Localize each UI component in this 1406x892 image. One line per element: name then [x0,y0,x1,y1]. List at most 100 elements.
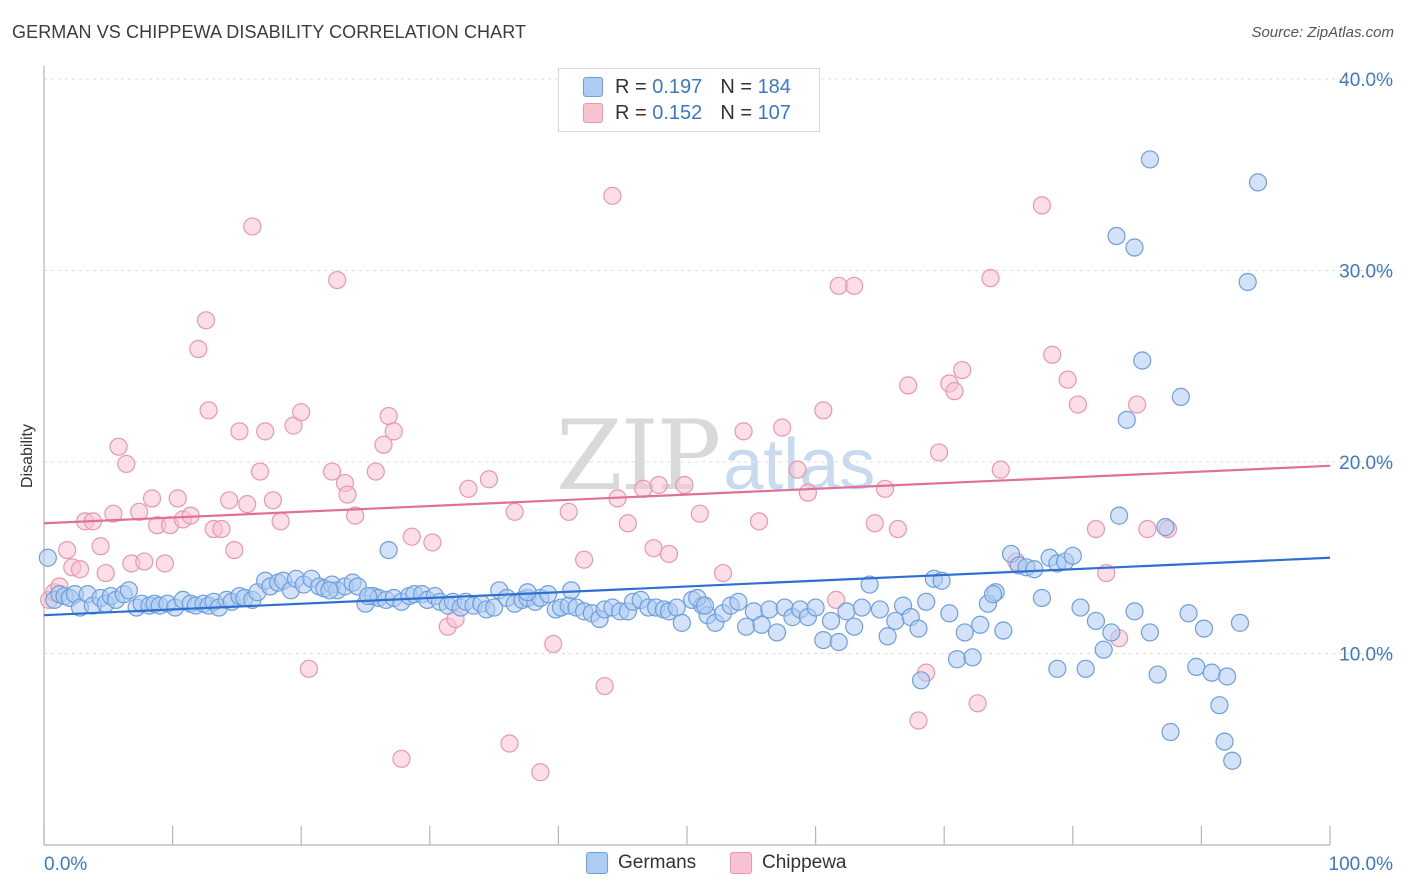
german-point [1125,238,1144,257]
german-point [870,600,890,619]
chippewa-point [544,634,563,654]
german-point [1094,640,1113,659]
german-point [737,617,756,636]
chippewa-point [238,495,257,514]
series-legend-chippewa: Chippewa [730,852,847,874]
chippewa-point [168,489,187,508]
series-legend-label: Germans [618,852,697,873]
chippewa-point [981,269,1000,288]
source-credit: Source: ZipAtlas.com [1251,24,1394,41]
chippewa-point [379,406,398,426]
german-point [1238,272,1257,292]
chippewa-point [829,276,848,295]
german-point [539,585,558,604]
chippewa-point [659,544,679,564]
german-point [667,598,686,617]
chippewa-point [199,401,218,420]
german-point [1133,351,1152,370]
chippewa-point [991,460,1010,479]
german-point [1161,722,1180,742]
german-point [814,630,833,650]
german-point [1187,657,1206,677]
legend-n-value: 184 [757,75,791,98]
german-point [806,598,825,617]
chippewa-point [675,475,694,495]
german-point [909,619,928,638]
legend-r-value: 0.152 [652,101,703,124]
chippewa-point [243,217,262,236]
german-point [940,604,959,623]
legend-n-label: N = [720,75,752,98]
german-point [485,598,504,617]
chippewa-point [505,502,524,521]
german-point [1025,560,1044,579]
chippewa-point [292,403,311,422]
x-tick-label: 0.0% [44,854,87,875]
german-point [860,575,879,594]
chart-title: GERMAN VS CHIPPEWA DISABILITY CORRELATIO… [12,22,527,42]
german-point [911,671,931,690]
german-point [320,581,339,600]
german-point [1086,611,1106,631]
chippewa-point [1086,519,1106,539]
legend-r-label: R = [615,75,647,98]
chippewa-point [953,360,972,380]
german-point [971,615,990,634]
german-point [983,585,1003,604]
german-point [767,623,787,642]
german-point [379,540,398,560]
chippewa-point [366,462,385,481]
chippewa-point [135,552,154,571]
chippewa-point [104,504,123,523]
chippewa-point [1058,370,1077,389]
german-point [1117,410,1136,429]
german-point [1140,623,1160,642]
chippewa-point [459,479,478,498]
german-point [1032,588,1052,608]
x-tick-label: 100.0% [1329,854,1394,875]
german-point [672,613,691,632]
german-point [963,648,982,667]
german-point [1202,663,1221,682]
chippewa-trend-line [43,464,1331,525]
german-point [1156,518,1175,537]
chippewa-point [284,416,303,435]
german-point [1048,659,1067,678]
legend-row-chippewa: R = 0.152 N = 107 [583,101,791,125]
chippewa-point [338,485,357,504]
chippewa-point [402,527,421,546]
chippewa-point [196,311,216,330]
chippewa-point [649,475,668,495]
german-point [955,623,974,642]
german-point [878,627,897,646]
chippewa-point [1138,519,1157,539]
chippewa-point [423,533,442,552]
chippewa-point [263,491,283,510]
legend-n-value: 107 [757,101,791,124]
chippewa-point [479,470,499,489]
chippewa-point [384,422,403,441]
legend-row-germans: R = 0.197 N = 184 [583,75,791,99]
german-point [1071,598,1090,617]
chippewa-point [96,563,115,583]
chippewa-point [299,659,319,678]
series-swatch-germans [586,852,608,874]
chippewa-point [865,514,884,533]
german-point [1218,667,1237,686]
legend-r-value: 0.197 [652,75,703,98]
chippewa-point [142,489,162,508]
chippewa-point [644,539,663,558]
chippewa-point [1127,395,1147,414]
german-point [1125,602,1144,621]
chippewa-point [909,711,928,730]
series-legend-label: Chippewa [762,852,847,873]
german-point [1063,546,1082,565]
german-point [729,592,748,611]
chippewa-point [271,512,290,531]
german-point [947,650,967,669]
y-tick-label: 10.0% [1339,645,1393,666]
german-point [518,583,537,602]
chippewa-point [1032,196,1052,215]
chippewa-point [690,504,709,523]
legend-r-label: R = [615,101,647,124]
